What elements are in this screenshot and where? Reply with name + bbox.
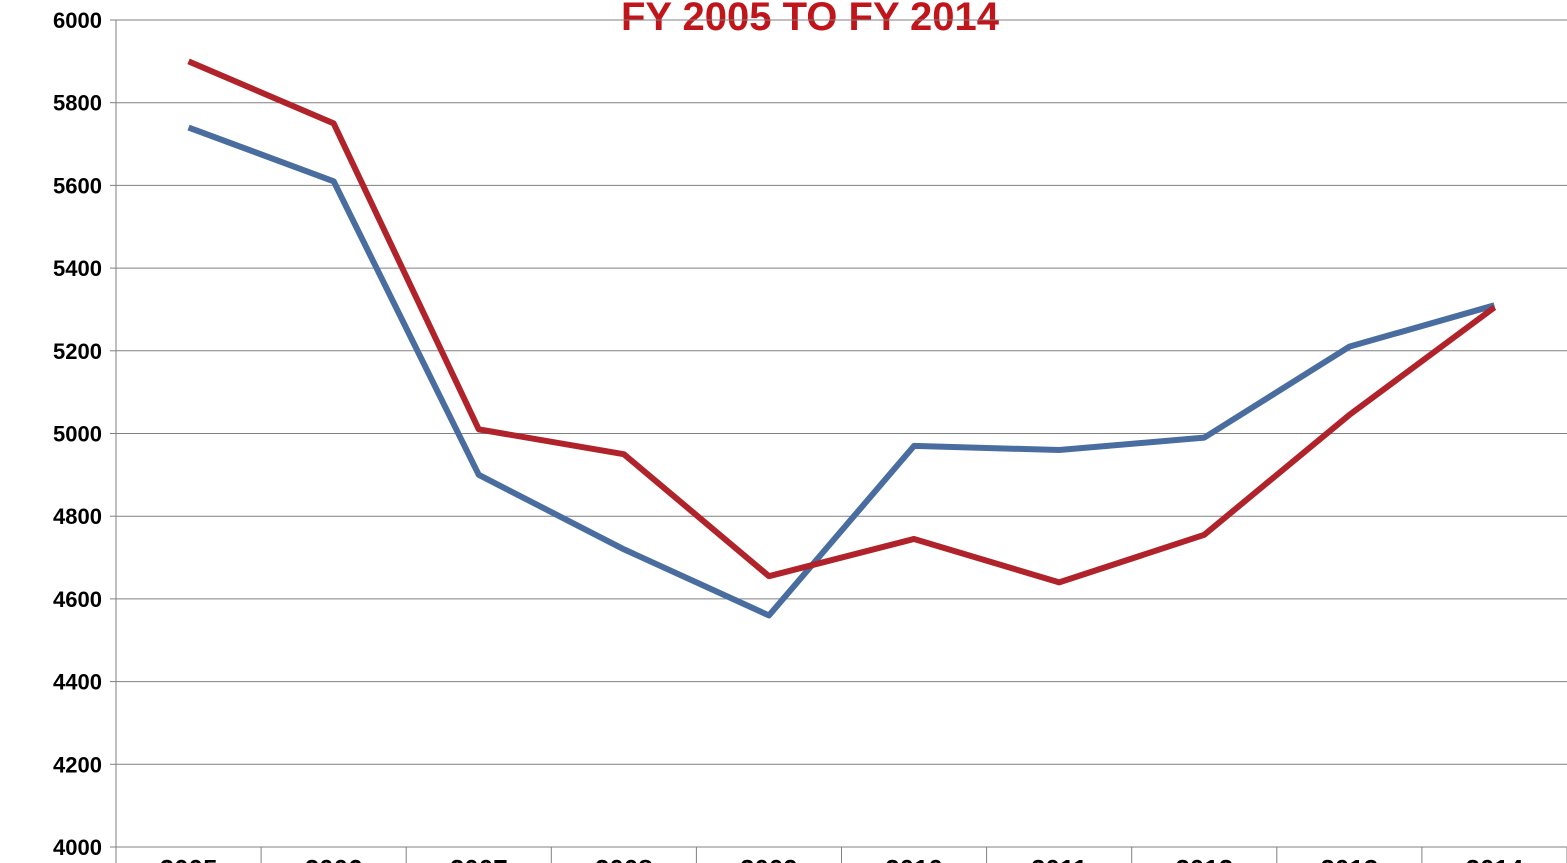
y-tick-label: 5600 — [53, 173, 102, 198]
y-tick-label: 5800 — [53, 91, 102, 116]
x-tick-label: 2012 — [1175, 854, 1233, 863]
y-tick-label: 4400 — [53, 670, 102, 695]
series-line — [187, 124, 1496, 619]
y-tick-label: 4000 — [53, 835, 102, 860]
y-tick-label: 5400 — [53, 256, 102, 281]
y-tick-label: 4800 — [53, 504, 102, 529]
y-tick-label: 4200 — [53, 752, 102, 777]
x-tick-label: 2007 — [450, 854, 508, 863]
y-tick-label: 4600 — [53, 587, 102, 612]
y-tick-label: 6000 — [53, 8, 102, 33]
x-tick-label: 2008 — [595, 854, 653, 863]
x-tick-label: 2014 — [1466, 854, 1524, 863]
x-tick-label: 2009 — [740, 854, 798, 863]
x-tick-label: 2011 — [1031, 854, 1087, 863]
x-tick-label: 2013 — [1320, 854, 1378, 863]
x-tick-label: 2006 — [305, 854, 363, 863]
y-tick-label: 5000 — [53, 422, 102, 447]
series-line — [187, 58, 1497, 586]
y-tick-label: 5200 — [53, 339, 102, 364]
x-tick-label: 2010 — [885, 854, 943, 863]
x-tick-label: 2005 — [160, 854, 218, 863]
